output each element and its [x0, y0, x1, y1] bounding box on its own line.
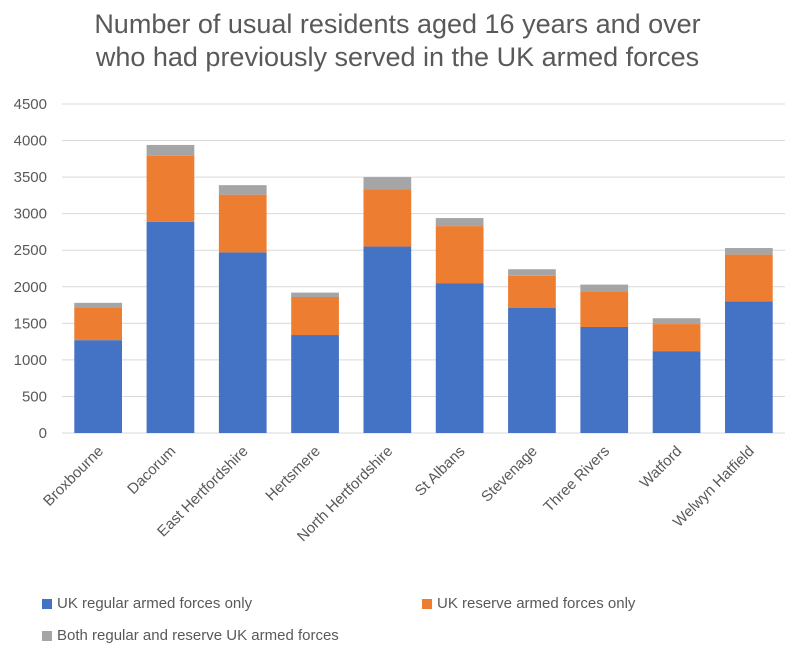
bar-segment — [363, 189, 412, 247]
y-tick-label: 4500 — [14, 96, 47, 113]
bar-segment — [146, 221, 195, 433]
bar-segment — [435, 226, 484, 284]
bar-segment — [74, 302, 123, 308]
bar-segment — [580, 291, 629, 327]
chart-title: Number of usual residents aged 16 years … — [0, 8, 795, 74]
bar-segment — [652, 351, 701, 433]
legend-item-reserve: UK reserve armed forces only — [422, 595, 635, 612]
bar-segment — [652, 318, 701, 325]
y-tick-label: 1500 — [14, 315, 47, 332]
bar-segment — [724, 248, 773, 255]
bar-segment — [291, 297, 339, 336]
y-tick-label: 3500 — [14, 169, 47, 186]
y-tick-label: 1000 — [14, 352, 47, 369]
x-category-label: Watford — [637, 443, 686, 492]
y-axis-tick-labels: 0 500 1000 1500 2000 2500 3000 3500 4000 4500 — [14, 96, 47, 442]
y-tick-label: 3000 — [14, 206, 47, 223]
bar-segment — [74, 307, 123, 341]
x-category-label: Hertsmere — [262, 443, 324, 505]
bar-segment — [218, 252, 267, 433]
legend-label-both: Both regular and reserve UK armed forces — [57, 627, 339, 644]
legend-swatch-regular — [42, 598, 52, 609]
bar-segment — [508, 307, 556, 433]
x-category-label: Broxbourne — [40, 443, 107, 510]
bar-segment — [580, 284, 629, 292]
bar-segment — [74, 340, 123, 433]
legend-item-regular: UK regular armed forces only — [42, 595, 252, 612]
bars — [74, 144, 773, 433]
chart-title-line-2: who had previously served in the UK arme… — [95, 42, 700, 72]
bar-segment — [508, 275, 556, 308]
bar-segment — [652, 324, 701, 352]
bar-segment — [146, 155, 195, 222]
legend-label-reserve: UK reserve armed forces only — [437, 595, 636, 612]
y-tick-label: 4000 — [14, 133, 47, 150]
x-category-label: Dacorum — [124, 443, 179, 498]
y-tick-label: 500 — [22, 388, 47, 405]
legend-swatch-both — [42, 630, 52, 641]
bar-segment — [724, 301, 773, 433]
bar-segment — [146, 144, 195, 156]
bar-segment — [218, 194, 267, 253]
y-tick-label: 2000 — [14, 279, 47, 296]
bar-segment — [435, 283, 484, 433]
bar-segment — [291, 335, 339, 433]
y-tick-label: 0 — [39, 425, 47, 442]
y-tick-label: 2500 — [14, 242, 47, 259]
bar-segment — [363, 246, 412, 433]
bar-segment — [291, 292, 339, 298]
x-category-label: Stevenage — [478, 443, 541, 506]
x-category-label: St Albans — [412, 443, 469, 500]
bar-segment — [363, 177, 412, 190]
legend-label-regular: UK regular armed forces only — [57, 595, 253, 612]
bar-segment — [724, 254, 773, 302]
legend-item-both: Both regular and reserve UK armed forces — [42, 627, 339, 644]
legend-swatch-reserve — [422, 598, 432, 609]
bar-segment — [508, 269, 556, 276]
x-category-label: Three Rivers — [540, 443, 613, 516]
bar-segment — [580, 326, 629, 433]
chart-title-line-1: Number of usual residents aged 16 years … — [94, 9, 701, 39]
bar-segment — [435, 218, 484, 227]
bar-segment — [218, 185, 267, 195]
